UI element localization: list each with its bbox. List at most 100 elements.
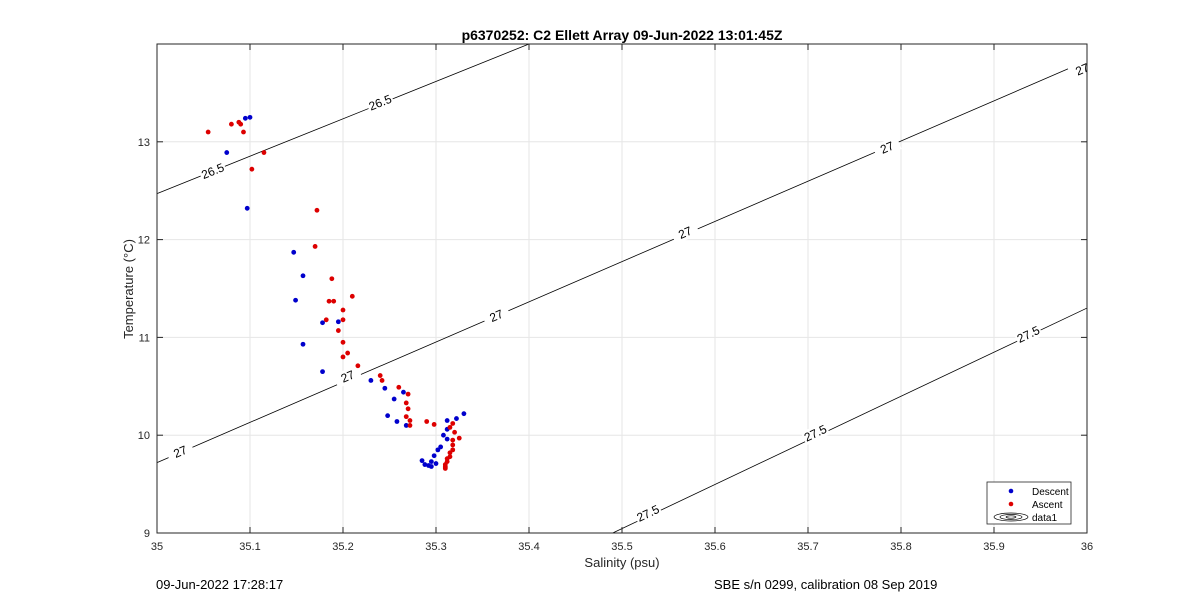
contour-line-27.5: [612, 307, 1088, 534]
data-points: [205, 114, 467, 471]
x-tick-label: 35.4: [518, 541, 539, 553]
data-point-ascent: [335, 328, 341, 333]
x-tick-label: 35.2: [332, 541, 353, 553]
data-point-descent: [422, 462, 428, 467]
data-point-descent: [394, 419, 400, 424]
data-point-ascent: [405, 406, 411, 412]
data-point-ascent: [377, 373, 383, 378]
data-point-descent: [293, 297, 298, 303]
y-axis-label: Temperature (°C): [121, 239, 136, 339]
contour-label-bg: [332, 364, 363, 389]
data-point-descent: [403, 423, 409, 428]
data-point-ascent: [450, 421, 456, 426]
contour-label-bg: [633, 501, 663, 526]
x-tick-label: 35.6: [704, 541, 725, 553]
data-point-ascent: [396, 384, 402, 390]
legend: Descent Ascent data1: [986, 481, 1072, 525]
data-point-ascent: [452, 429, 457, 435]
data-point-ascent: [329, 276, 335, 282]
contour-line-27: [156, 60, 1088, 463]
contour-label: 27: [878, 138, 896, 156]
data-point-descent: [401, 389, 406, 395]
legend-marker-ascent: [1008, 501, 1014, 507]
data-point-ascent: [355, 363, 361, 369]
data-point-descent: [441, 432, 446, 438]
data-point-descent: [242, 115, 248, 121]
contour-label-bg: [872, 136, 902, 160]
legend-box: [986, 481, 1072, 525]
contour-label-bg: [165, 440, 195, 464]
data-point-ascent: [349, 293, 355, 299]
legend-label-descent: Descent: [1032, 487, 1069, 498]
x-tick-label: 35.3: [425, 541, 446, 553]
data-point-ascent: [331, 298, 337, 304]
data-point-ascent: [450, 437, 456, 443]
footer-timestamp: 09-Jun-2022 17:28:17: [156, 577, 284, 592]
chart-title: p6370252: C2 Ellett Array 09-Jun-2022 13…: [462, 27, 783, 43]
y-tick-label: 13: [138, 137, 150, 149]
legend-marker-descent: [1008, 488, 1014, 494]
data-point-ascent: [314, 207, 320, 213]
data-point-ascent: [249, 166, 255, 172]
data-point-ascent: [403, 414, 409, 420]
footer-calibration: SBE s/n 0299, calibration 08 Sep 2019: [714, 577, 938, 592]
data-point-ascent: [405, 391, 411, 397]
legend-label-data1: data1: [1032, 513, 1057, 524]
data-point-ascent: [205, 129, 211, 135]
contour-label: 27: [488, 307, 506, 325]
data-point-ascent: [323, 317, 329, 323]
data-point-descent: [320, 320, 325, 326]
data-point-ascent: [241, 129, 246, 135]
data-point-descent: [391, 396, 397, 402]
contour-label: 27: [171, 443, 189, 461]
data-point-ascent: [379, 378, 385, 383]
x-tick-label: 35.1: [239, 541, 260, 553]
contour-label-bg: [1013, 322, 1044, 347]
x-tick-label: 35.9: [983, 541, 1004, 553]
contour-label-bg: [1067, 57, 1098, 82]
x-tick-label: 35.8: [890, 541, 911, 553]
y-tick-label: 12: [138, 235, 150, 247]
data-point-ascent: [261, 150, 267, 155]
data-point-descent: [461, 411, 467, 417]
data-point-descent: [382, 385, 388, 391]
data-point-ascent: [450, 442, 456, 448]
data-point-descent: [428, 459, 434, 465]
data-point-ascent: [407, 418, 413, 423]
data-point-descent: [291, 249, 297, 255]
data-point-descent: [244, 205, 250, 211]
y-tick-label: 10: [138, 430, 150, 442]
data-point-ascent: [424, 419, 430, 424]
data-point-descent: [335, 319, 341, 325]
contour-label-bg: [670, 221, 700, 245]
data-point-descent: [428, 464, 434, 469]
contour-label-bg: [198, 159, 228, 183]
y-tick-label: 9: [144, 528, 150, 540]
data-point-ascent: [340, 317, 346, 323]
data-point-ascent: [456, 435, 462, 441]
data-point-descent: [320, 369, 325, 375]
contour-label: 27: [676, 224, 694, 242]
data-point-ascent: [312, 244, 318, 249]
axis-ticks: 35 35.1 35.2 35.3 35.4 35.5 35.6 35.7 35.8 35.9 36…: [138, 44, 1093, 553]
x-tick-label: 36: [1081, 541, 1093, 553]
data-point-descent: [300, 273, 306, 279]
contour-label-bg: [800, 421, 831, 446]
legend-contour-icon: [993, 512, 1029, 522]
data-point-ascent: [326, 298, 332, 304]
contour-label-bg: [365, 91, 395, 115]
legend-label-ascent: Ascent: [1032, 500, 1063, 511]
x-tick-label: 35: [151, 541, 163, 553]
data-point-ascent: [345, 350, 351, 356]
contour-label-bg: [481, 304, 512, 328]
x-tick-label: 35.5: [611, 541, 632, 553]
x-axis-label: Salinity (psu): [584, 555, 659, 570]
data-point-descent: [444, 436, 450, 442]
data-point-descent: [431, 453, 437, 459]
data-point-descent: [368, 378, 374, 383]
data-point-descent: [385, 413, 391, 419]
data-point-ascent: [340, 354, 346, 360]
x-tick-label: 35.7: [797, 541, 818, 553]
